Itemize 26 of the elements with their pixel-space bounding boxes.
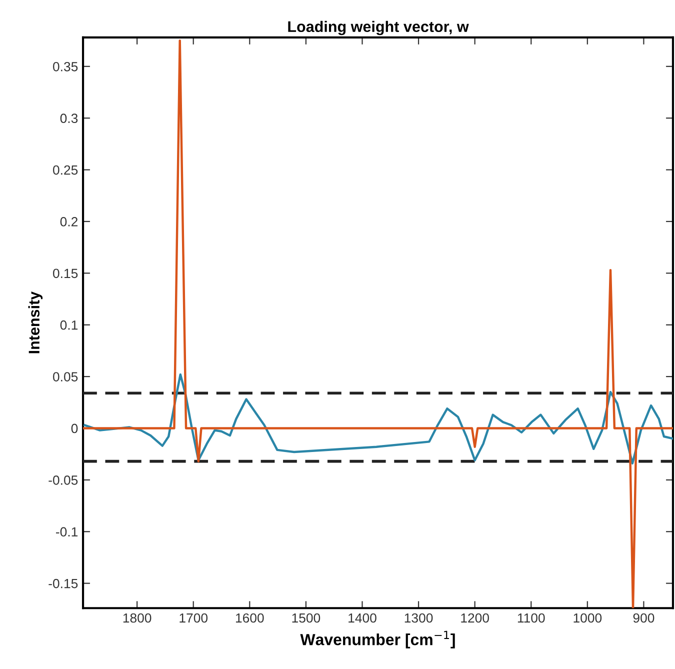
y-tick-label: -0.15	[48, 578, 78, 588]
y-tick-label: 0.35	[53, 62, 78, 72]
y-tick-label: 0	[71, 424, 78, 434]
x-tick-label: 1600	[236, 613, 264, 623]
line-series	[83, 39, 673, 608]
x-tick-label: 1000	[574, 613, 602, 623]
line-series	[84, 373, 673, 464]
x-tick-label: 1200	[461, 613, 489, 623]
x-tick-label: 1800	[123, 613, 152, 623]
x-axis-title: Wavenumber [cm$^{−1}$]	[300, 630, 455, 648]
y-tick-label: 0.05	[53, 372, 78, 382]
chart-title: Loading weight vector, w	[288, 20, 469, 36]
y-tick-label: 0.15	[53, 268, 78, 278]
x-tick-label: 1700	[180, 613, 208, 623]
y-axis-title: Intensity	[28, 291, 43, 354]
y-tick-label: 0.1	[60, 320, 78, 330]
y-tick-label: 0.2	[60, 217, 78, 226]
y-tick-label: -0.05	[48, 475, 78, 485]
x-tick-label: 1500	[292, 613, 320, 623]
y-tick-label: 0.25	[53, 165, 78, 175]
x-tick-label: 1400	[348, 613, 376, 623]
x-tick-label: 1300	[404, 613, 433, 623]
x-tick-label: 1100	[518, 613, 545, 623]
y-tick-label: 0.3	[60, 114, 78, 124]
y-tick-label: -0.1	[56, 527, 78, 537]
x-tick-label: 900	[633, 613, 654, 623]
